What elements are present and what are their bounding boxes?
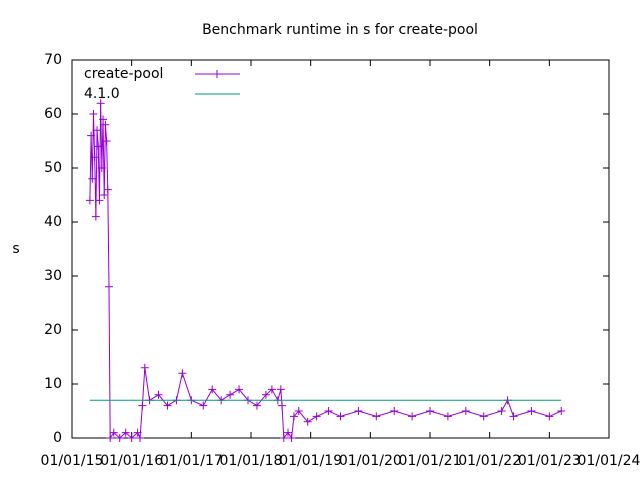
point-marker xyxy=(133,428,142,437)
point-marker xyxy=(336,412,345,421)
point-marker xyxy=(106,434,115,442)
y-tick-label: 50 xyxy=(44,160,62,176)
point-marker xyxy=(372,412,381,421)
point-marker xyxy=(121,428,130,437)
point-marker xyxy=(252,401,261,410)
legend-label: create-pool xyxy=(84,66,163,82)
x-tick-label: 01/01/22 xyxy=(458,453,521,469)
point-marker xyxy=(85,196,94,205)
point-marker xyxy=(100,191,109,199)
point-marker xyxy=(278,401,287,410)
y-tick-label: 40 xyxy=(44,214,62,230)
point-marker xyxy=(557,407,566,415)
point-marker xyxy=(279,434,288,442)
point-marker xyxy=(102,137,111,145)
point-marker xyxy=(103,185,112,194)
point-marker xyxy=(104,282,113,291)
x-tick-label: 01/01/16 xyxy=(100,453,163,469)
y-tick-label: 0 xyxy=(53,430,62,446)
point-marker xyxy=(497,407,506,415)
point-marker xyxy=(127,434,136,442)
point-marker xyxy=(461,407,470,415)
point-marker xyxy=(163,401,172,410)
y-tick-label: 10 xyxy=(44,376,62,392)
point-marker xyxy=(509,412,518,421)
point-marker xyxy=(261,390,270,399)
x-tick-label: 01/01/18 xyxy=(220,453,283,469)
point-marker xyxy=(283,428,292,437)
x-tick-label: 01/01/19 xyxy=(279,453,342,469)
point-marker xyxy=(479,412,488,421)
legend-label: 4.1.0 xyxy=(84,86,120,102)
x-tick-label: 01/01/21 xyxy=(399,453,462,469)
point-marker xyxy=(88,174,97,183)
point-marker xyxy=(408,412,417,421)
point-marker xyxy=(199,401,208,410)
x-tick-label: 01/01/20 xyxy=(339,453,402,469)
point-marker xyxy=(208,385,217,394)
x-tick-label: 01/01/17 xyxy=(160,453,223,469)
point-marker xyxy=(426,407,434,415)
y-tick-label: 60 xyxy=(44,106,62,122)
y-tick-label: 70 xyxy=(44,52,62,68)
point-marker xyxy=(178,369,187,378)
x-tick-label: 01/01/24 xyxy=(578,453,640,469)
point-marker xyxy=(89,110,98,118)
chart-title: Benchmark runtime in s for create-pool xyxy=(202,22,478,38)
point-marker xyxy=(87,131,96,140)
point-marker xyxy=(99,115,108,124)
point-marker xyxy=(294,407,303,415)
point-marker xyxy=(93,126,102,135)
point-marker xyxy=(90,153,99,162)
point-marker xyxy=(101,120,110,129)
y-axis-label: s xyxy=(12,241,19,257)
point-marker xyxy=(545,412,554,421)
point-marker xyxy=(289,412,298,421)
point-marker xyxy=(226,390,235,399)
point-marker xyxy=(115,434,124,442)
point-marker xyxy=(354,407,363,415)
point-marker xyxy=(390,407,399,415)
plot-border xyxy=(71,59,610,439)
point-marker xyxy=(109,428,118,437)
point-marker xyxy=(235,385,244,394)
point-marker xyxy=(136,434,145,442)
point-marker xyxy=(91,212,100,221)
x-tick-label: 01/01/23 xyxy=(518,453,581,469)
point-marker xyxy=(267,385,276,394)
point-marker xyxy=(138,401,147,410)
point-marker xyxy=(276,385,285,394)
point-marker xyxy=(96,99,105,108)
legend-marker xyxy=(213,70,221,78)
point-marker xyxy=(154,390,163,399)
point-marker xyxy=(140,363,149,372)
y-tick-label: 30 xyxy=(44,268,62,284)
point-marker xyxy=(94,142,103,151)
point-marker xyxy=(443,412,452,421)
point-marker xyxy=(287,434,296,442)
point-marker xyxy=(527,407,536,415)
point-marker xyxy=(95,196,104,205)
point-marker xyxy=(303,417,312,426)
point-marker xyxy=(312,412,321,421)
point-marker xyxy=(97,164,106,172)
y-tick-label: 20 xyxy=(44,322,62,338)
x-tick-label: 01/01/15 xyxy=(41,453,104,469)
point-marker xyxy=(324,407,333,415)
